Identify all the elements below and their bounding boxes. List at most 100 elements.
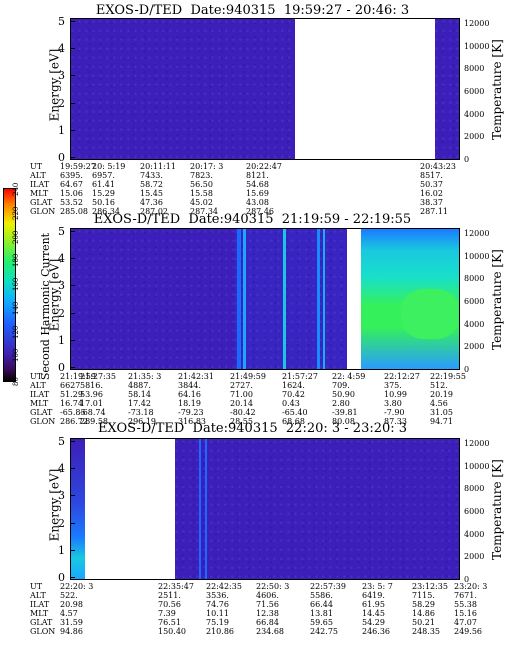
y2-tick-label: 10000: [464, 251, 490, 261]
y2-tick-label: 0: [464, 155, 470, 164]
info-value: 375.: [384, 381, 402, 390]
info-value: 210.86: [206, 627, 234, 636]
y-tick-label: 4: [58, 462, 65, 476]
y-tick-label: 5: [58, 15, 65, 28]
y-tick-mark: [70, 285, 75, 287]
info-value: -65.85: [60, 408, 86, 417]
y2-tick-label: 6000: [464, 87, 485, 96]
info-value: 2727.: [230, 381, 253, 390]
info-value: 7115.: [412, 591, 435, 600]
info-value: 22:35:47: [158, 582, 194, 591]
info-value: 6395.: [60, 171, 83, 180]
info-row-label: UT: [30, 372, 43, 381]
info-value: 20: 5:19: [92, 162, 126, 171]
info-value: 20.98: [60, 600, 83, 609]
info-value: 709.: [332, 381, 350, 390]
info-value: 15.69: [246, 189, 269, 198]
panel-3-title: EXOS-D/TED Date:940315 22:20: 3 - 23:20:…: [97, 421, 408, 436]
info-value: 21:49:59: [230, 372, 266, 381]
info-value: 8121.: [246, 171, 269, 180]
info-value: 59.65: [310, 618, 333, 627]
y-tick-label: 3: [58, 69, 65, 83]
info-value: 68.68: [282, 417, 305, 426]
y-tick-mark: [70, 48, 75, 50]
y2-tick-label: 0: [464, 365, 470, 374]
info-value: -79.23: [178, 408, 204, 417]
y-tick-mark: [70, 157, 75, 158]
y-tick-label: 1: [58, 333, 65, 347]
y-tick-label: 2: [58, 516, 65, 530]
panel-1-segment-1: [71, 19, 295, 159]
y2-tick-label: 6000: [464, 507, 485, 516]
info-value: 286.72: [60, 417, 88, 426]
info-value: 16.02: [420, 189, 443, 198]
colorbar-tick-label: 240: [12, 182, 20, 196]
info-value: 47.07: [454, 618, 477, 627]
y-tick-label: 5: [58, 435, 65, 448]
info-value: 15.06: [60, 189, 83, 198]
info-value: 58.14: [128, 390, 151, 399]
y-tick-label: 1: [58, 543, 65, 557]
info-value: 53.52: [60, 198, 83, 207]
info-row-label: ILAT: [30, 180, 50, 189]
info-value: 10.11: [206, 609, 229, 618]
info-value: -39.81: [332, 408, 358, 417]
info-value: 23:20: 3: [454, 582, 488, 591]
info-value: 15.29: [92, 189, 115, 198]
info-row-label: UT: [30, 162, 43, 171]
panel-3-segment-2: [175, 439, 459, 579]
y-tick-mark: [70, 441, 75, 442]
info-value: 21:42:31: [178, 372, 214, 381]
info-value: 6627: [60, 381, 81, 390]
info-value: 64.67: [60, 180, 83, 189]
y2-axis-label: Temperature [K]: [490, 249, 504, 350]
info-value: 20:17: 3: [190, 162, 224, 171]
y-tick-label: 2: [58, 306, 65, 320]
info-value: 4887.: [128, 381, 151, 390]
info-value: 3844.: [178, 381, 201, 390]
y-tick-mark: [70, 102, 75, 104]
info-value: 51.29: [60, 390, 83, 399]
info-row-label: ILAT: [30, 390, 50, 399]
info-value: 10.99: [384, 390, 407, 399]
info-value: 54.68: [246, 180, 269, 189]
panel-1-title: EXOS-D/TED Date:940315 19:59:27 - 20:46:…: [95, 3, 410, 18]
colorbar-tick-label: 160: [12, 277, 20, 291]
y-tick-mark: [70, 577, 75, 578]
info-row-label: UT: [30, 582, 43, 591]
info-value: 80.08: [332, 417, 355, 426]
info-value: 22:50: 3: [256, 582, 290, 591]
info-value: 19:59:27: [60, 162, 96, 171]
panel-2-stripe-3: [283, 229, 286, 369]
info-value: 58.72: [140, 180, 163, 189]
panel-3-segment-1: [71, 439, 85, 579]
info-value: 17.01: [80, 399, 103, 408]
panel-2-title: EXOS-D/TED Date:940315 21:19:59 - 22:19:…: [93, 212, 412, 227]
y-tick-mark: [70, 129, 75, 131]
colorbar-tick-label: 180: [12, 253, 20, 268]
info-value: 287.11: [420, 207, 448, 216]
info-row-label: ILAT: [30, 600, 50, 609]
info-value: 5816.: [80, 381, 103, 390]
y2-tick-label: 0: [464, 575, 470, 584]
y-tick-mark: [70, 549, 75, 551]
info-value: 316.83: [178, 417, 206, 426]
y-tick-label: 0: [58, 361, 65, 374]
y2-tick-label: 4000: [464, 529, 485, 539]
info-row-label: GLAT: [30, 198, 53, 207]
info-value: 76.51: [158, 618, 181, 627]
y-axis-label: Energy [eV]: [47, 468, 62, 542]
info-value: 21:19:59: [60, 372, 96, 381]
info-value: -73.18: [128, 408, 154, 417]
panel-2-stripe-4: [317, 229, 320, 369]
y2-tick-label: 10000: [464, 41, 490, 51]
y-tick-label: 0: [58, 571, 65, 584]
info-value: 87.33: [384, 417, 407, 426]
y-tick-label: 2: [58, 96, 65, 110]
panel-2-stripe-1: [237, 229, 241, 369]
info-value: 55.38: [454, 600, 477, 609]
info-value: 287.02: [140, 207, 168, 216]
info-row-label: GLON: [30, 627, 56, 636]
info-value: 71.56: [256, 600, 279, 609]
panel-1-segment-2: [435, 19, 459, 159]
